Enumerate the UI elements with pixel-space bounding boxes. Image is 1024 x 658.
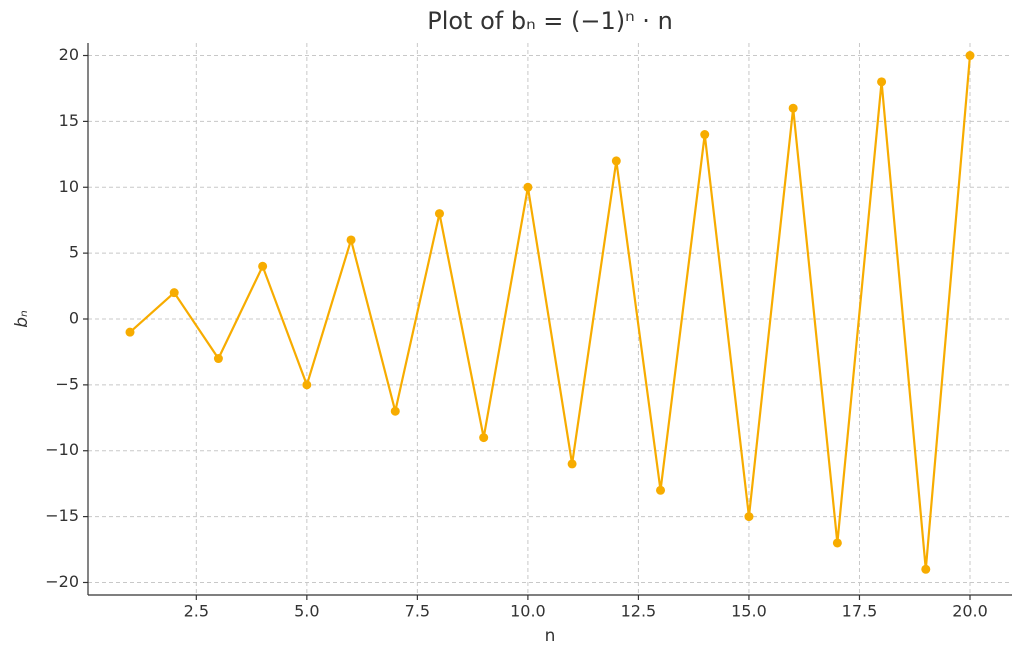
data-point (479, 433, 489, 443)
data-point (258, 261, 268, 271)
x-axis-label: n (545, 626, 556, 646)
data-point (346, 235, 356, 245)
y-tick-label: −20 (45, 572, 79, 591)
y-tick-label: 20 (59, 45, 79, 64)
data-point (965, 51, 975, 61)
x-tick-label: 10.0 (510, 602, 546, 621)
y-tick-label: 15 (59, 111, 79, 130)
data-point (744, 512, 754, 522)
y-tick-label: 10 (59, 177, 79, 196)
data-point (125, 327, 135, 337)
chart-title: Plot of bₙ = (−1)ⁿ · n (427, 7, 673, 35)
data-point (788, 103, 798, 113)
y-tick-label: −10 (45, 440, 79, 459)
data-point (523, 182, 533, 192)
x-tick-label: 7.5 (405, 602, 430, 621)
x-tick-label: 2.5 (184, 602, 209, 621)
data-point (390, 406, 400, 416)
data-point (169, 288, 179, 298)
y-axis-label: bₙ (12, 310, 32, 328)
y-tick-label: −5 (55, 374, 79, 393)
y-tick-label: −15 (45, 506, 79, 525)
data-point (832, 538, 842, 548)
y-tick-label: 5 (69, 243, 79, 262)
data-point (700, 130, 710, 140)
y-tick-label: 0 (69, 309, 79, 328)
x-tick-label: 17.5 (842, 602, 878, 621)
x-tick-label: 20.0 (952, 602, 988, 621)
x-tick-label: 12.5 (621, 602, 657, 621)
data-point (434, 209, 444, 219)
data-point (656, 485, 666, 495)
data-point (302, 380, 312, 390)
data-point (611, 156, 621, 166)
data-line (129, 55, 972, 570)
x-tick-label: 15.0 (731, 602, 767, 621)
data-point (877, 77, 887, 87)
data-point (567, 459, 577, 469)
data-point (921, 564, 931, 574)
data-point (213, 354, 223, 364)
x-tick-label: 5.0 (294, 602, 319, 621)
